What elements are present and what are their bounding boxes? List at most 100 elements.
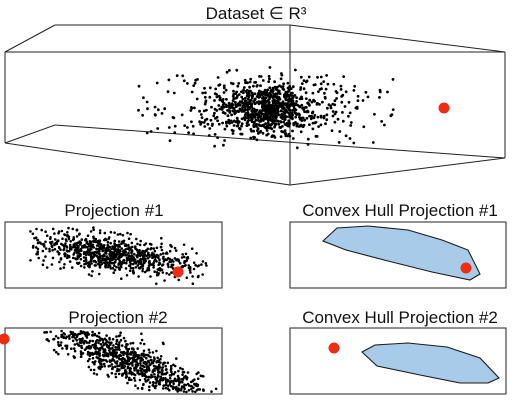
scatter-point xyxy=(116,348,119,351)
scatter-point xyxy=(167,78,171,82)
scatter-point xyxy=(139,361,142,365)
scatter-point xyxy=(237,82,241,85)
scatter-point xyxy=(148,385,151,389)
scatter-point xyxy=(306,143,310,146)
scatter-point xyxy=(164,368,168,372)
scatter-point xyxy=(342,75,346,78)
scatter-point xyxy=(318,103,321,106)
scatter-point xyxy=(128,254,131,258)
scatter-point xyxy=(112,251,115,255)
scatter-point xyxy=(155,246,159,250)
scatter-point xyxy=(326,106,329,110)
scatter-point xyxy=(117,263,120,266)
scatter-point xyxy=(268,95,272,99)
scatter-point xyxy=(312,116,316,119)
scatter-point xyxy=(300,119,304,122)
scatter-point xyxy=(157,263,160,267)
scatter-point xyxy=(152,356,156,359)
scatter-point xyxy=(191,282,195,286)
scatter-point xyxy=(70,266,74,269)
scatter-point xyxy=(341,119,345,123)
scatter-point xyxy=(136,387,140,390)
scatter-point xyxy=(95,338,99,342)
scatter-point xyxy=(72,335,76,339)
scatter-point xyxy=(332,82,336,86)
scatter-point xyxy=(151,351,155,354)
scatter-point xyxy=(139,251,143,255)
scatter-point xyxy=(391,108,395,111)
scatter-point xyxy=(154,255,157,259)
scatter-point xyxy=(98,242,101,245)
scatter-point xyxy=(222,143,225,147)
scatter-point xyxy=(87,333,91,336)
scatter-point xyxy=(140,354,143,357)
scatter-point xyxy=(80,238,84,241)
scatter-point xyxy=(141,263,145,266)
scatter-point xyxy=(145,254,148,258)
scatter-point xyxy=(378,88,382,92)
scatter-point xyxy=(315,135,319,138)
scatter-point xyxy=(341,111,344,114)
scatter-point xyxy=(94,237,98,241)
scatter-point xyxy=(116,233,120,236)
scatter-point xyxy=(168,376,172,380)
scatter-point xyxy=(278,104,281,108)
scatter-point xyxy=(43,331,46,334)
scatter-point xyxy=(254,109,258,113)
scatter-point xyxy=(226,109,230,112)
scatter-point xyxy=(318,87,322,91)
scatter-point xyxy=(243,108,247,112)
scatter-point xyxy=(292,123,296,127)
scatter-point xyxy=(281,87,285,91)
scatter-point xyxy=(113,260,117,264)
scatter-point xyxy=(99,337,102,340)
scatter-point xyxy=(119,338,123,342)
scatter-point xyxy=(336,117,340,121)
outlier-point xyxy=(0,333,10,345)
scatter-point xyxy=(58,260,61,264)
scatter-point xyxy=(133,376,136,380)
scatter-point xyxy=(184,259,188,263)
scatter-point xyxy=(94,342,97,345)
scatter-point xyxy=(283,102,287,105)
outlier-point xyxy=(460,262,472,274)
scatter-point xyxy=(118,341,121,344)
scatter-point xyxy=(300,82,304,85)
scatter-point xyxy=(217,84,221,87)
scatter-point xyxy=(312,98,315,102)
scatter-point xyxy=(66,231,69,234)
scatter-point xyxy=(304,91,308,95)
scatter-point xyxy=(67,254,71,258)
scatter-point xyxy=(151,361,154,364)
scatter-point xyxy=(118,334,122,337)
scatter-point xyxy=(244,106,247,109)
scatter-point xyxy=(325,118,329,122)
scatter-point xyxy=(285,110,289,114)
scatter-point xyxy=(255,113,259,117)
scatter-point xyxy=(113,365,117,369)
scatter-point xyxy=(77,343,80,347)
scatter-point xyxy=(97,341,100,345)
scatter-point xyxy=(288,84,292,88)
scatter-point xyxy=(97,272,101,276)
scatter-point xyxy=(145,100,149,104)
scatter-point xyxy=(128,357,132,360)
scatter-point xyxy=(195,382,198,386)
scatter-point xyxy=(156,127,160,130)
scatter-point xyxy=(299,86,303,89)
scatter-point xyxy=(222,91,226,94)
scatter-point xyxy=(222,86,226,90)
scatter-point xyxy=(175,258,179,261)
scatter-point xyxy=(151,370,154,374)
scatter-point xyxy=(288,134,292,138)
scatter-point xyxy=(199,113,203,116)
scatter-point xyxy=(102,362,106,366)
scatter-point xyxy=(244,96,247,100)
scatter-point xyxy=(355,105,359,109)
scatter-point xyxy=(246,120,250,123)
scatter-point xyxy=(286,81,290,85)
scatter-point xyxy=(287,94,290,98)
scatter-point xyxy=(118,368,121,372)
scatter-point xyxy=(122,360,125,364)
scatter-point xyxy=(255,138,259,142)
